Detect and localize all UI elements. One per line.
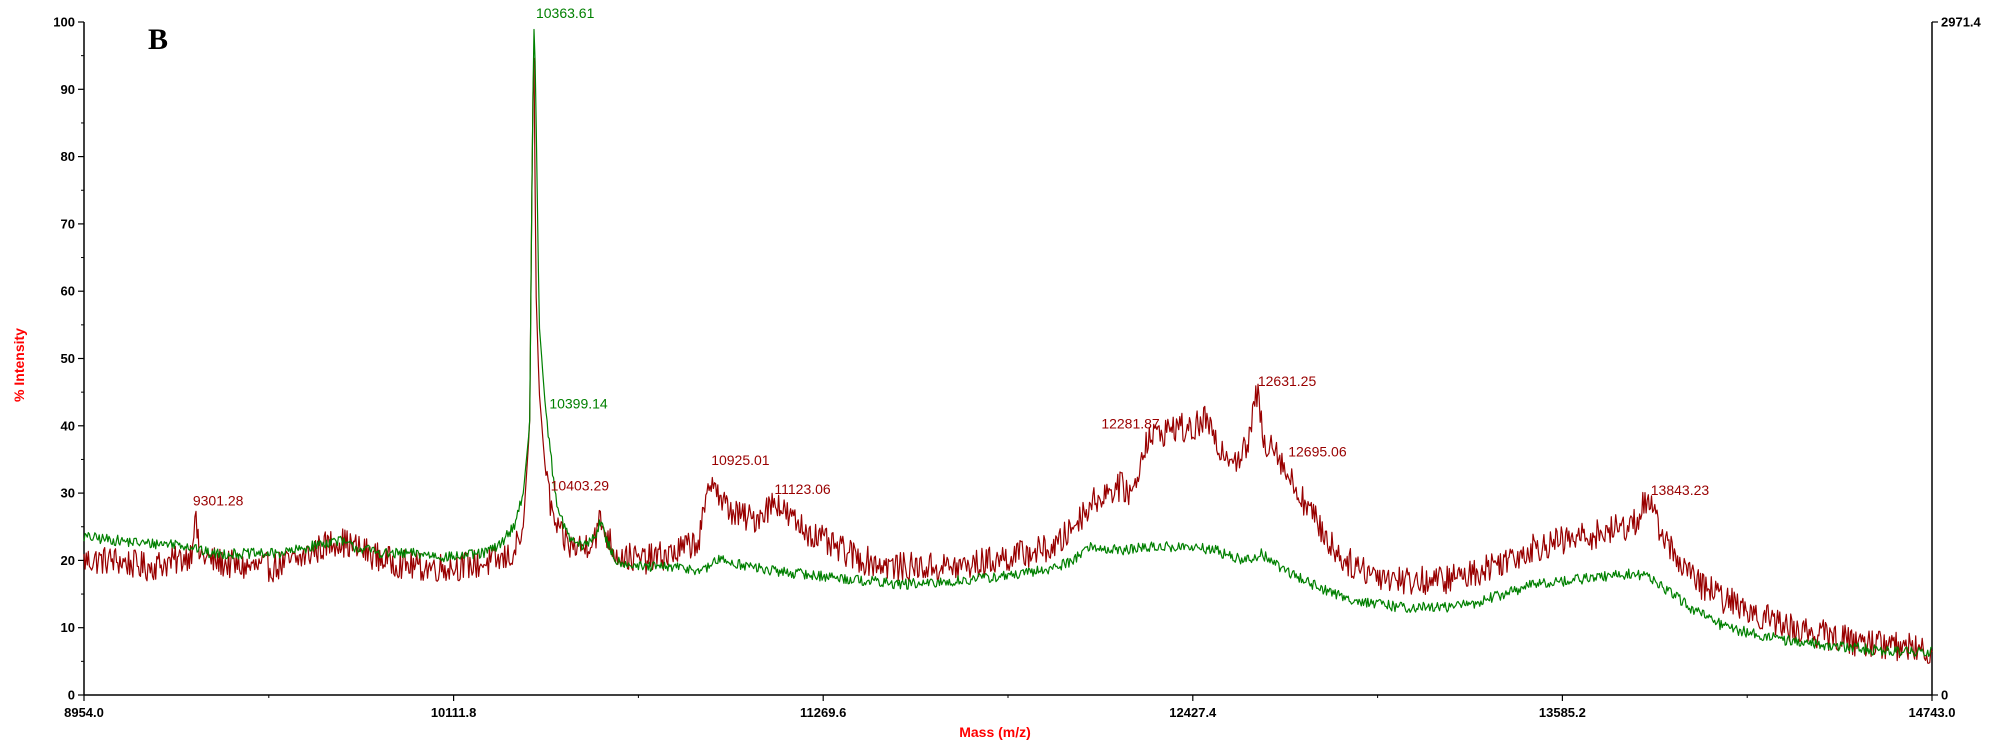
peak-label: 10363.61 xyxy=(536,5,595,21)
y-tick-label: 100 xyxy=(53,15,75,30)
y-tick-label: 50 xyxy=(61,351,75,366)
x-tick-label: 13585.2 xyxy=(1539,705,1586,720)
series-line-1 xyxy=(83,57,1933,664)
peak-label: 12281.87 xyxy=(1101,416,1160,432)
axes-group: 0 10 20 30 40 50 60 70 80 90 100 8954.0 10111.8 11269… xyxy=(53,15,1981,721)
peak-label: 10925.01 xyxy=(711,452,770,468)
y-tick-label: 90 xyxy=(61,82,75,97)
peak-label: 13843.23 xyxy=(1651,482,1710,498)
peak-label: 10399.14 xyxy=(549,396,608,412)
x-tick-label: 10111.8 xyxy=(431,705,477,720)
right-axis-tick-label: 0 xyxy=(1941,688,1948,703)
peak-label: 12695.06 xyxy=(1288,444,1347,460)
peak-label: 10403.29 xyxy=(551,477,610,493)
x-tick-label: 11269.6 xyxy=(800,705,846,720)
y-tick-label: 70 xyxy=(61,216,75,231)
x-tick-label: 12427.4 xyxy=(1169,705,1217,720)
y-tick-label: 0 xyxy=(68,688,75,703)
peak-label: 12631.25 xyxy=(1258,373,1317,389)
y-tick-label: 20 xyxy=(61,553,75,568)
series-group xyxy=(83,28,1933,664)
y-tick-label: 40 xyxy=(61,418,75,433)
right-axis-tick-label: 2971.4 xyxy=(1941,15,1982,30)
panel-label: B xyxy=(148,23,168,56)
y-tick-label: 80 xyxy=(61,149,75,164)
y-axis-title: % Intensity xyxy=(11,328,27,402)
y-tick-label: 60 xyxy=(61,284,75,299)
x-axis-title: Mass (m/z) xyxy=(959,724,1031,740)
y-tick-label: 30 xyxy=(61,486,75,501)
x-tick-label: 14743.0 xyxy=(1909,705,1956,720)
x-tick-label: 8954.0 xyxy=(64,705,104,720)
peak-label: 11123.06 xyxy=(774,481,831,497)
peak-label: 9301.28 xyxy=(193,492,244,508)
y-tick-label: 10 xyxy=(61,620,75,635)
series-line-2 xyxy=(83,28,1933,658)
peak-labels-group: 10363.6110399.149301.2810403.2910925.011… xyxy=(193,5,1710,508)
